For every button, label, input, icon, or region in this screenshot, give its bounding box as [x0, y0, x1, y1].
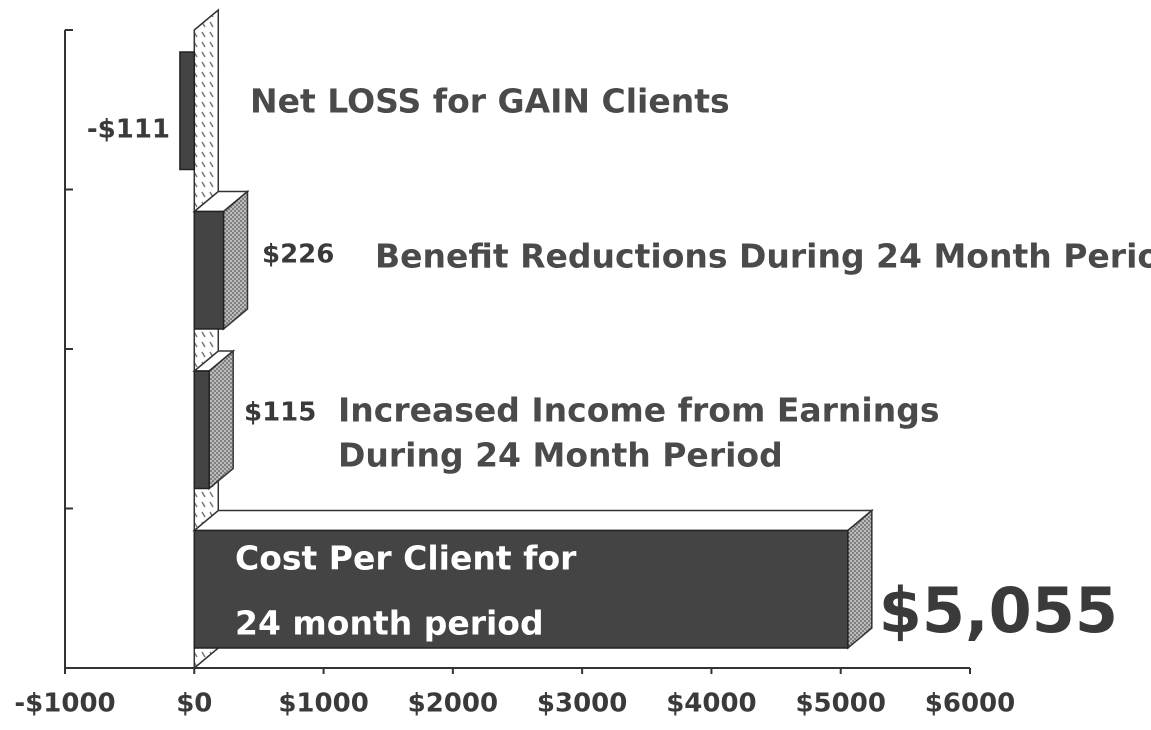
x-tick-label: -$1000 [14, 689, 115, 719]
bar [179, 51, 196, 171]
x-tick-label: $3000 [537, 689, 627, 719]
x-tick-label: $1000 [278, 689, 368, 719]
x-tick-label: $6000 [925, 689, 1015, 719]
bar-side [847, 508, 873, 650]
x-tick-label: $2000 [408, 689, 498, 719]
category-label: Cost Per Client for [235, 539, 577, 578]
category-label: Increased Income from Earnings [338, 391, 939, 430]
bar [193, 210, 225, 330]
bar-top [192, 509, 874, 532]
value-label: $226 [262, 240, 334, 270]
value-label: -$111 [87, 115, 170, 145]
bar-side [222, 189, 249, 331]
x-tick-label: $4000 [666, 689, 756, 719]
x-tick-label: $0 [176, 689, 212, 719]
x-tick-label: $5000 [795, 689, 885, 719]
bar [193, 370, 210, 490]
category-label: During 24 Month Period [338, 436, 783, 475]
bar [193, 529, 849, 649]
category-label: Benefit Reductions During 24 Month Perio… [375, 237, 1151, 276]
bar-side [208, 349, 234, 491]
category-label: 24 month period [235, 604, 544, 643]
value-label: $5,055 [879, 574, 1118, 647]
category-label: Net LOSS for GAIN Clients [250, 82, 730, 121]
value-label: $115 [244, 398, 316, 428]
